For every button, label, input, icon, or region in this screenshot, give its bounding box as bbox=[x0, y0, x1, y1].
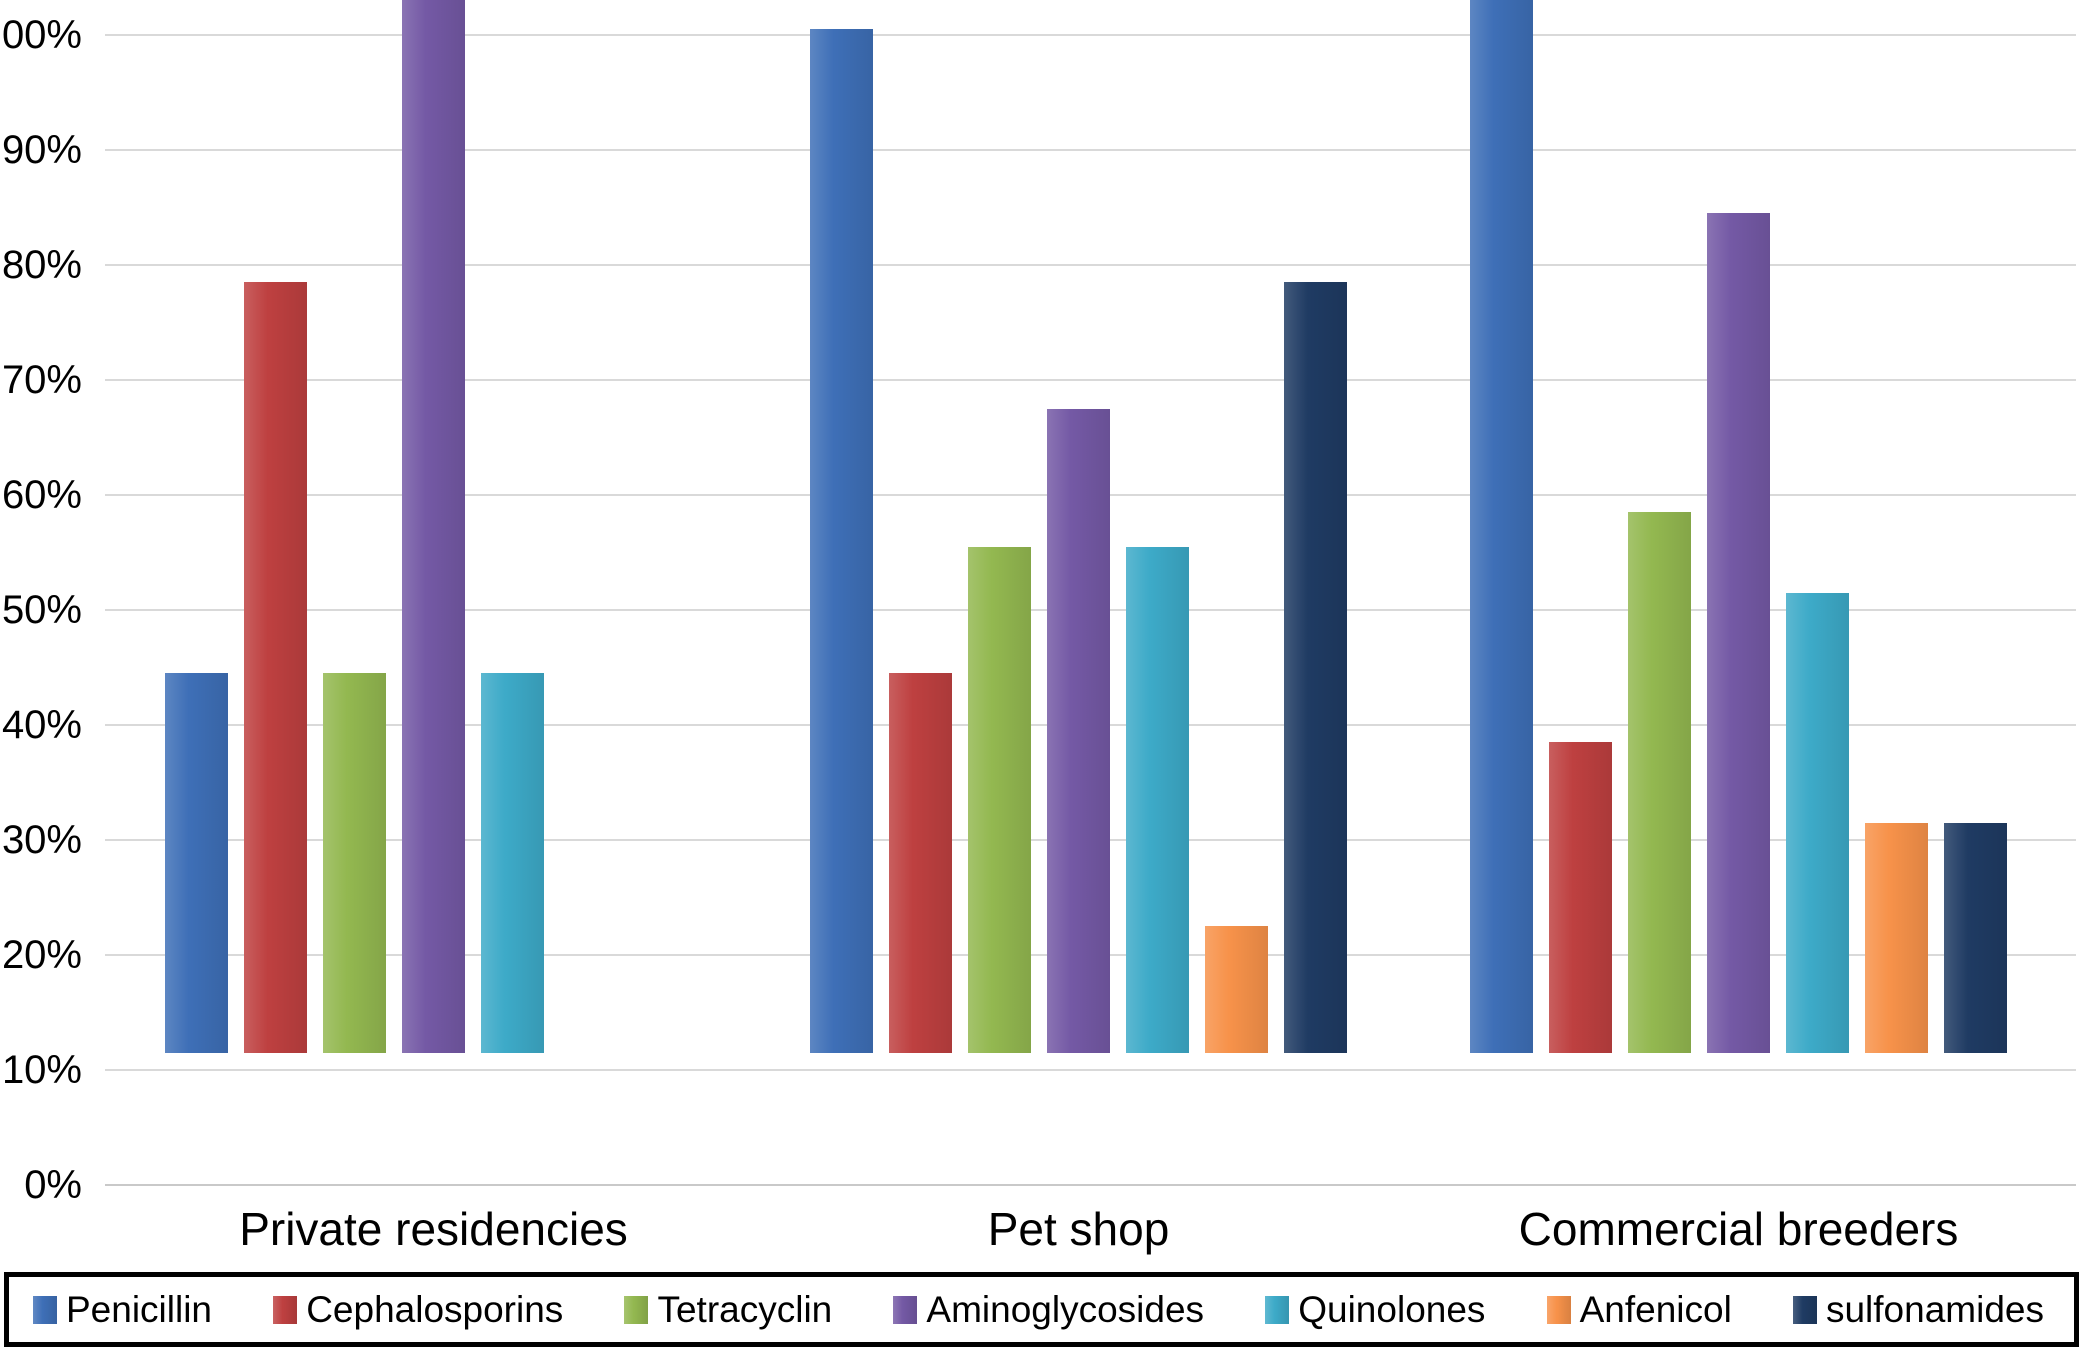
legend-item-penicillin: Penicillin bbox=[33, 1291, 212, 1328]
legend-swatch-icon bbox=[893, 1295, 918, 1324]
bar-quinolones-pet-shop bbox=[1126, 547, 1189, 1053]
bar-penicillin-pet-shop bbox=[810, 29, 873, 1053]
bar-slot bbox=[1786, 0, 1849, 1053]
legend-swatch-icon bbox=[1265, 1295, 1290, 1324]
bar-slot bbox=[1205, 0, 1268, 1053]
y-axis-tick-label: 80% bbox=[1, 243, 82, 287]
category-label: Commercial breeders bbox=[1518, 1203, 1959, 1255]
bar-sulfonamides-pet-shop bbox=[1284, 282, 1347, 1053]
bar-slot bbox=[1707, 0, 1770, 1053]
bar-group-pet-shop bbox=[810, 0, 1347, 1053]
bar-aminoglycosides-pet-shop bbox=[1047, 409, 1110, 1053]
gridline bbox=[105, 34, 2076, 36]
legend-swatch-icon bbox=[624, 1295, 649, 1324]
y-axis-tick-label: 60% bbox=[1, 473, 82, 517]
legend-label: sulfonamides bbox=[1825, 1289, 2044, 1330]
bar-slot bbox=[1549, 0, 1612, 1053]
bar-anfenicol-commercial-breeders bbox=[1865, 823, 1928, 1053]
bar-slot bbox=[560, 0, 623, 1053]
bar-penicillin-private-residencies bbox=[165, 673, 228, 1053]
bar-cephalosporins-commercial-breeders bbox=[1549, 742, 1612, 1053]
bar-tetracyclin-pet-shop bbox=[968, 547, 1031, 1053]
legend-item-sulfonamides: sulfonamides bbox=[1792, 1289, 2044, 1330]
bar-slot bbox=[968, 0, 1031, 1053]
y-axis-tick-label: 90% bbox=[1, 128, 82, 172]
bar-slot bbox=[1470, 0, 1533, 1053]
gridline bbox=[105, 264, 2076, 266]
bar-slot bbox=[1865, 0, 1928, 1053]
category-label: Pet shop bbox=[987, 1203, 1170, 1255]
category-label: Private residencies bbox=[239, 1203, 628, 1255]
bar-slot bbox=[1284, 0, 1347, 1053]
legend-swatch-icon bbox=[273, 1295, 298, 1324]
legend-label: Tetracyclin bbox=[657, 1289, 833, 1330]
bar-slot bbox=[889, 0, 952, 1053]
bar-slot bbox=[165, 0, 228, 1053]
bar-tetracyclin-private-residencies bbox=[323, 673, 386, 1053]
bar-slot bbox=[402, 0, 465, 1053]
bar-slot bbox=[1126, 0, 1189, 1053]
legend-item-quinolones: Quinolones bbox=[1265, 1291, 1485, 1328]
y-axis-tick-label: 70% bbox=[1, 358, 82, 402]
bar-tetracyclin-commercial-breeders bbox=[1628, 512, 1691, 1053]
bar-aminoglycosides-commercial-breeders bbox=[1707, 213, 1770, 1053]
legend-label: Quinolones bbox=[1298, 1289, 1486, 1330]
legend-label: Penicillin bbox=[66, 1289, 213, 1330]
bar-slot bbox=[1944, 0, 2007, 1053]
bar-cephalosporins-pet-shop bbox=[889, 673, 952, 1053]
bar-cephalosporins-private-residencies bbox=[244, 282, 307, 1053]
bar-slot bbox=[1628, 0, 1691, 1053]
bar-penicillin-commercial-breeders bbox=[1470, 0, 1533, 1053]
y-axis-tick-label: 00% bbox=[1, 13, 82, 57]
x-axis-category-labels: Private residencies Pet shop Commercial br… bbox=[0, 1198, 2083, 1260]
legend-label: Aminoglycosides bbox=[926, 1289, 1205, 1330]
legend-item-cephalosporins: Cephalosporins bbox=[273, 1291, 563, 1328]
legend-swatch-icon bbox=[33, 1295, 57, 1324]
gridline bbox=[105, 379, 2076, 381]
y-axis-tick-label: 50% bbox=[1, 588, 82, 632]
y-axis-tick-label: 20% bbox=[1, 933, 82, 977]
legend-item-aminoglycosides: Aminoglycosides bbox=[893, 1291, 1204, 1328]
legend-swatch-icon bbox=[1546, 1295, 1571, 1324]
bar-slot bbox=[481, 0, 544, 1053]
bar-quinolones-private-residencies bbox=[481, 673, 544, 1053]
y-axis-tick-label: 30% bbox=[1, 818, 82, 862]
bar-group-commercial-breeders bbox=[1470, 0, 2007, 1053]
y-axis-tick-label: 10% bbox=[1, 1048, 82, 1092]
bar-slot bbox=[810, 0, 873, 1053]
legend-label: Cephalosporins bbox=[306, 1289, 564, 1330]
bar-quinolones-commercial-breeders bbox=[1786, 593, 1849, 1053]
gridline bbox=[105, 1069, 2076, 1071]
bar-sulfonamides-commercial-breeders bbox=[1944, 823, 2007, 1053]
y-axis-tick-label: 0% bbox=[24, 1163, 82, 1207]
bar-anfenicol-pet-shop bbox=[1205, 926, 1268, 1053]
legend-item-anfenicol: Anfenicol bbox=[1546, 1289, 1732, 1330]
legend-item-tetracyclin: Tetracyclin bbox=[624, 1291, 832, 1328]
legend: Penicillin Cephalosporins Tetracyclin Amino… bbox=[4, 1272, 2079, 1347]
legend-swatch-icon bbox=[1792, 1295, 1817, 1324]
bar-slot bbox=[244, 0, 307, 1053]
plot-area: 00% 90% 80% 70% 60% 50% 40% 30% 20% 10% 0% bbox=[1, 0, 2076, 1207]
bar-slot bbox=[1047, 0, 1110, 1053]
bar-aminoglycosides-private-residencies bbox=[402, 0, 465, 1053]
bar-slot bbox=[323, 0, 386, 1053]
gridline bbox=[105, 149, 2076, 151]
gridline bbox=[105, 1184, 2076, 1186]
bar-group-private-residencies bbox=[165, 0, 702, 1053]
legend-label: Anfenicol bbox=[1579, 1289, 1732, 1330]
bar-slot bbox=[639, 0, 702, 1053]
y-axis-tick-label: 40% bbox=[1, 703, 82, 747]
